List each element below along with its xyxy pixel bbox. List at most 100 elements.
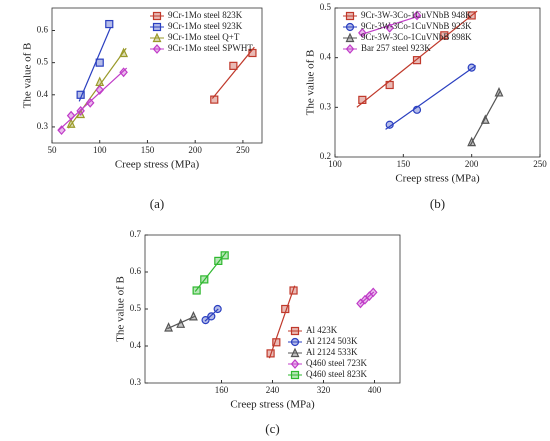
point bbox=[220, 251, 229, 260]
legend-label: Q460 steel 723K bbox=[306, 358, 367, 368]
point bbox=[95, 58, 104, 67]
point bbox=[95, 85, 105, 95]
fit-line bbox=[359, 15, 420, 36]
y-tick-label: 0.3 bbox=[130, 377, 142, 387]
x-tick-label: 100 bbox=[93, 145, 107, 155]
y-axis-label: The value of B bbox=[22, 43, 34, 109]
point bbox=[385, 120, 394, 129]
y-tick-label: 0.5 bbox=[320, 2, 332, 12]
point bbox=[266, 349, 275, 358]
point bbox=[248, 48, 257, 58]
point bbox=[358, 27, 367, 38]
point bbox=[76, 90, 85, 99]
x-tick-label: 150 bbox=[397, 159, 411, 169]
x-tick-label: 250 bbox=[533, 159, 547, 169]
point bbox=[385, 80, 394, 90]
point bbox=[289, 286, 298, 295]
fit-line bbox=[78, 26, 112, 102]
point bbox=[368, 287, 378, 298]
legend-label: Q460 steel 823K bbox=[306, 369, 367, 379]
legend-marker bbox=[290, 359, 300, 369]
y-tick-label: 0.3 bbox=[37, 121, 49, 131]
x-tick-label: 150 bbox=[141, 145, 155, 155]
legend-marker bbox=[345, 22, 355, 32]
legend-marker bbox=[345, 11, 355, 21]
point bbox=[76, 108, 86, 119]
legend-label: Al 2124 533K bbox=[306, 347, 358, 357]
plot-frame bbox=[51, 7, 263, 144]
y-tick-label: 0.4 bbox=[37, 89, 49, 99]
fit-line bbox=[385, 65, 477, 130]
fit-line bbox=[58, 67, 128, 131]
y-tick-label: 0.5 bbox=[130, 303, 142, 313]
legend-label: 9Cr-3W-3Co-1CuVNbB 948K bbox=[361, 10, 472, 20]
point bbox=[76, 105, 85, 116]
legend-marker bbox=[152, 32, 162, 43]
legend-label: Bar 257 steel 923K bbox=[361, 43, 431, 53]
y-tick-label: 0.6 bbox=[130, 266, 142, 276]
point bbox=[214, 256, 223, 265]
point bbox=[440, 31, 449, 40]
legend-marker bbox=[152, 44, 162, 54]
legend-marker bbox=[290, 347, 300, 358]
legend-label: 9Cr-1Mo steel 923K bbox=[168, 21, 243, 31]
point bbox=[272, 338, 281, 347]
point bbox=[189, 310, 198, 321]
point bbox=[105, 19, 114, 29]
legend-label: Al 423K bbox=[306, 325, 338, 335]
x-tick-label: 400 bbox=[368, 385, 382, 395]
x-axis-label: Creep stress (MPa) bbox=[395, 173, 480, 185]
y-tick-label: 0.5 bbox=[37, 57, 49, 67]
x-tick-label: 100 bbox=[328, 159, 342, 169]
point bbox=[164, 322, 174, 332]
legend-marker bbox=[290, 370, 300, 380]
legend-label: 9Cr-1Mo steel SPWHT bbox=[168, 43, 253, 53]
point bbox=[57, 125, 66, 136]
point bbox=[210, 95, 219, 104]
x-tick-label: 160 bbox=[215, 385, 229, 395]
point bbox=[229, 61, 238, 70]
y-tick-label: 0.6 bbox=[37, 25, 49, 35]
legend-label: 9Cr-3W-3Co-1CuVNbB 923K bbox=[361, 21, 472, 31]
panel-label: (c) bbox=[265, 421, 279, 436]
point bbox=[494, 87, 504, 97]
legend-label: 9Cr-3W-3Co-1CuVNbB 898K bbox=[361, 32, 472, 42]
point bbox=[66, 118, 76, 128]
legend-marker bbox=[152, 11, 162, 21]
point bbox=[467, 136, 477, 147]
point bbox=[358, 95, 367, 104]
legend-marker bbox=[290, 337, 300, 347]
point bbox=[480, 114, 490, 124]
point bbox=[467, 63, 476, 72]
x-tick-label: 320 bbox=[317, 385, 331, 395]
point bbox=[85, 97, 95, 108]
y-axis-label: The value of B bbox=[115, 276, 127, 342]
legend-label: 9Cr-1Mo steel Q+T bbox=[168, 32, 240, 42]
legend-marker bbox=[152, 22, 162, 32]
point bbox=[412, 10, 422, 21]
legend-marker bbox=[290, 326, 300, 336]
x-tick-label: 50 bbox=[48, 145, 58, 155]
y-tick-label: 0.7 bbox=[130, 229, 142, 239]
legend-marker bbox=[345, 32, 355, 43]
point bbox=[281, 304, 290, 314]
fit-line bbox=[204, 308, 219, 322]
fit-line bbox=[268, 285, 296, 359]
point bbox=[119, 67, 128, 78]
x-tick-label: 200 bbox=[465, 159, 479, 169]
y-tick-label: 0.3 bbox=[320, 101, 332, 111]
point bbox=[412, 56, 422, 65]
legend-label: 9Cr-1Mo steel 823K bbox=[168, 10, 243, 20]
point bbox=[66, 110, 76, 121]
panel-label: (a) bbox=[150, 196, 164, 211]
point bbox=[207, 312, 216, 321]
fit-line bbox=[469, 90, 501, 146]
point bbox=[412, 105, 422, 114]
legend-label: Al 2124 503K bbox=[306, 336, 358, 346]
x-tick-label: 250 bbox=[236, 145, 250, 155]
point bbox=[467, 11, 476, 20]
x-axis-label: Creep stress (MPa) bbox=[115, 159, 200, 171]
x-tick-label: 240 bbox=[266, 385, 280, 395]
point bbox=[192, 286, 201, 295]
